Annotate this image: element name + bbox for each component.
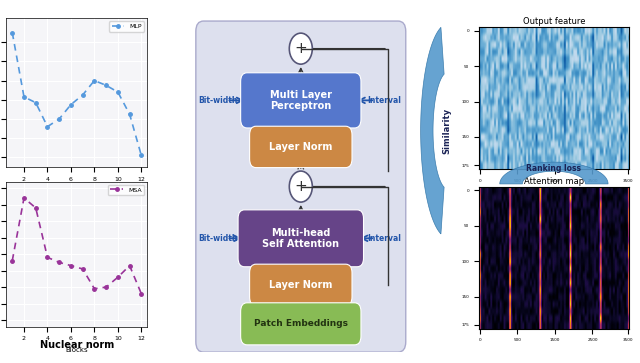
FancyBboxPatch shape	[250, 264, 352, 306]
MLP	[125, 112, 134, 117]
MLP	[79, 93, 86, 97]
X-axis label: Blocks: Blocks	[65, 187, 88, 193]
MLP	[102, 83, 110, 87]
Legend: MLP: MLP	[109, 21, 144, 32]
FancyBboxPatch shape	[238, 210, 364, 267]
Line: MLP: MLP	[10, 31, 143, 157]
Text: Nuclear norm: Nuclear norm	[40, 340, 114, 350]
Text: Layer Norm: Layer Norm	[269, 280, 333, 290]
FancyBboxPatch shape	[241, 73, 361, 128]
Text: Patch Embeddings: Patch Embeddings	[254, 319, 348, 328]
MLP	[67, 102, 75, 107]
MSA	[125, 264, 134, 268]
MSA	[102, 285, 110, 289]
MLP	[32, 101, 40, 105]
FancyBboxPatch shape	[196, 21, 406, 352]
MSA	[44, 255, 51, 260]
Polygon shape	[500, 162, 608, 184]
Text: Layer Norm: Layer Norm	[269, 142, 333, 152]
Text: Similarity: Similarity	[442, 107, 451, 154]
MSA	[20, 196, 28, 200]
Text: Ranking loss: Ranking loss	[527, 164, 581, 173]
MSA	[79, 267, 86, 271]
MLP	[8, 30, 16, 35]
Circle shape	[289, 33, 312, 64]
Text: Multi Layer
Perceptron: Multi Layer Perceptron	[270, 90, 332, 111]
MLP	[56, 117, 63, 121]
Text: Bit-width: Bit-width	[198, 234, 237, 243]
Text: Interval: Interval	[367, 234, 401, 243]
MSA	[67, 264, 75, 268]
MLP	[138, 153, 145, 158]
Text: Interval: Interval	[367, 96, 401, 105]
MSA	[56, 260, 63, 265]
Title: Output feature: Output feature	[523, 17, 585, 26]
MSA	[138, 291, 145, 296]
Legend: MSA: MSA	[108, 185, 144, 195]
MSA	[91, 286, 99, 291]
Text: +: +	[294, 41, 307, 56]
Line: MSA: MSA	[10, 196, 143, 295]
MSA	[114, 275, 122, 280]
Text: Multi-head
Self Attention: Multi-head Self Attention	[262, 228, 339, 249]
MSA	[32, 206, 40, 210]
Text: +: +	[294, 179, 307, 194]
Title: Attention map: Attention map	[524, 177, 584, 186]
MLP	[20, 95, 28, 99]
Text: Bit-width: Bit-width	[198, 96, 237, 105]
FancyBboxPatch shape	[241, 303, 361, 345]
MLP	[44, 125, 51, 129]
Circle shape	[289, 171, 312, 202]
X-axis label: Blocks: Blocks	[65, 347, 88, 353]
FancyBboxPatch shape	[250, 126, 352, 168]
MLP	[114, 90, 122, 94]
MLP	[91, 78, 99, 83]
MSA	[8, 258, 16, 263]
Polygon shape	[420, 28, 444, 234]
